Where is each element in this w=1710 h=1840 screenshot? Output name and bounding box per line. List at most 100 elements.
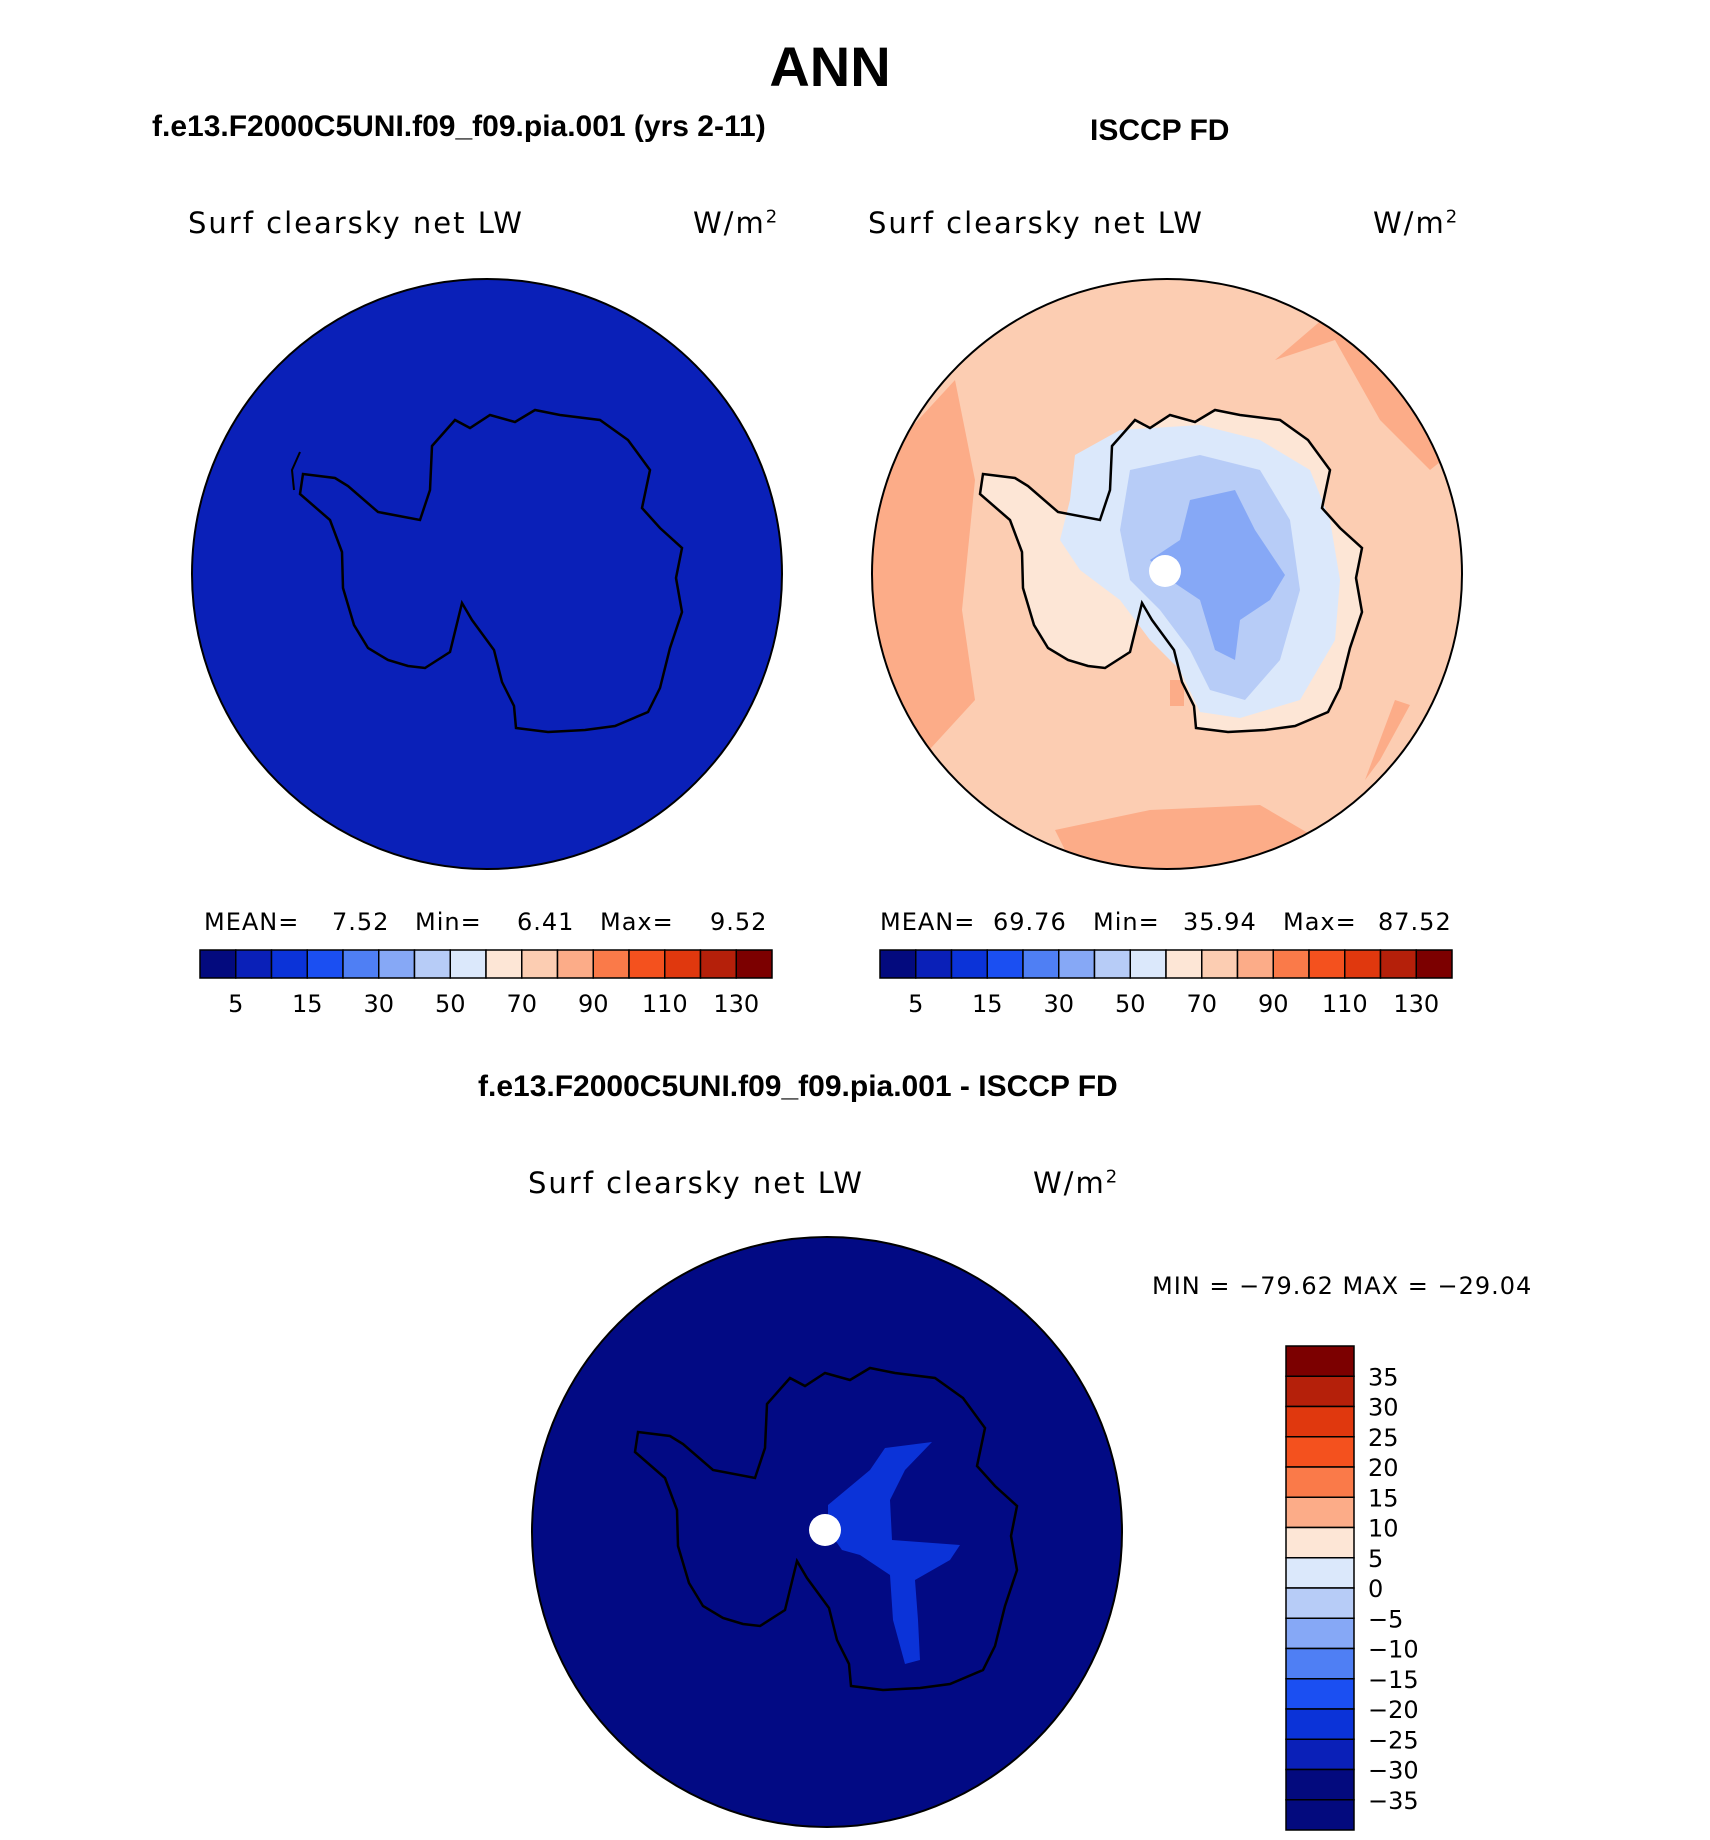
panel-3-colorbar-swatch xyxy=(1285,1678,1355,1710)
panel-1-colorbar-swatch xyxy=(235,949,273,979)
panel-1-colorbar-swatch xyxy=(342,949,380,979)
panel-3-colorbar-tick-label: −20 xyxy=(1368,1696,1419,1724)
panel-2-colorbar-tick-label: 15 xyxy=(972,990,1003,1018)
panel-1-colorbar-swatch xyxy=(270,949,308,979)
panel-2-colorbar: 5 15 30 50 70 90 110 130 xyxy=(879,949,1453,1018)
panel-3-colorbar-tick-label: −5 xyxy=(1368,1605,1403,1633)
panel-3-colorbar-tick-label: 30 xyxy=(1368,1394,1399,1422)
panel-2-colorbar-swatch xyxy=(1093,949,1131,979)
panel-1-ocean-fill xyxy=(192,279,782,869)
panel-3-colorbar-swatch xyxy=(1285,1405,1355,1438)
panel-1-colorbar-swatch xyxy=(413,949,451,979)
panel-3-units-label: W/m2 xyxy=(1033,1166,1120,1200)
panel-3-colorbar-swatch xyxy=(1285,1587,1355,1619)
panel-2-small-patch xyxy=(1170,680,1184,706)
panel-1-units-label: W/m2 xyxy=(693,206,780,240)
panel-2-colorbar-swatch xyxy=(1379,949,1417,979)
panel-1-colorbar-swatch xyxy=(735,949,773,979)
panel-1-colorbar: 5 15 30 50 70 90 110 130 xyxy=(199,949,773,1018)
panel-1-colorbar-tick-label: 15 xyxy=(292,990,323,1018)
panel-2-colorbar-swatch xyxy=(879,949,917,979)
panel-2-mean-value: 69.76 xyxy=(993,908,1067,936)
panel-1-colorbar-swatch xyxy=(592,949,630,979)
panel-3-colorbar-swatch xyxy=(1285,1345,1355,1377)
panel-2-colorbar-swatch xyxy=(950,949,988,979)
panel-1-colorbar-swatch xyxy=(628,949,666,979)
panel-1-colorbar-swatch xyxy=(306,949,344,979)
panel-3-colorbar-tick-label: 15 xyxy=(1368,1484,1399,1512)
panel-3-colorbar-tick-label: −30 xyxy=(1368,1757,1419,1785)
panel-2-colorbar-tick-label: 50 xyxy=(1115,990,1146,1018)
panel-1-peninsula-islands xyxy=(290,451,301,491)
panel-2-min-value: 35.94 xyxy=(1183,908,1257,936)
panel-2-colorbar-swatch xyxy=(1344,949,1382,979)
panel-2-colorbar-swatch xyxy=(1165,949,1203,979)
panel-1-mean-value: 7.52 xyxy=(332,908,390,936)
panel-3-colorbar-swatch xyxy=(1285,1738,1355,1771)
panel-3-colorbar-swatch xyxy=(1285,1375,1355,1408)
panel-2-colorbar-swatch xyxy=(1272,949,1310,979)
panel-3-colorbar-tick-label: 35 xyxy=(1368,1363,1399,1391)
panel-1-map-border xyxy=(191,278,783,870)
panel-3-map-border xyxy=(531,1236,1123,1828)
panel-1-colorbar-tick-label: 5 xyxy=(228,990,243,1018)
panel-3-case-title: f.e13.F2000C5UNI.f09_f09.pia.001 - ISCCP… xyxy=(478,1070,1118,1103)
panel-2-mean-label: MEAN= xyxy=(880,908,976,936)
figure-title: ANN xyxy=(769,35,891,98)
panel-3-colorbar-tick-label: 25 xyxy=(1368,1424,1399,1452)
panel-2-min-label: Min= xyxy=(1093,908,1160,936)
panel-1-colorbar-swatch xyxy=(199,949,237,979)
panel-1-map xyxy=(191,278,783,870)
panel-3-colorbar-swatch xyxy=(1285,1496,1355,1529)
panel-1-max-label: Max= xyxy=(600,908,674,936)
panel-2-colorbar-tick-label: 5 xyxy=(908,990,923,1018)
panel-1-case-title: f.e13.F2000C5UNI.f09_f09.pia.001 (yrs 2-… xyxy=(152,110,766,143)
panel-2-max-label: Max= xyxy=(1283,908,1357,936)
panel-3-interior-difference-region xyxy=(828,1442,960,1664)
panel-2-units-label: W/m2 xyxy=(1373,206,1460,240)
panel-2-map-border xyxy=(871,278,1463,870)
panel-2-colorbar-swatch xyxy=(915,949,953,979)
panel-2-colorbar-swatch xyxy=(1022,949,1060,979)
panel-2-colorbar-tick-label: 110 xyxy=(1322,990,1368,1018)
panel-2-southern-ocean-band xyxy=(1055,805,1320,869)
panel-3-colorbar-swatch xyxy=(1285,1617,1355,1650)
panel-1-colorbar-tick-label: 30 xyxy=(363,990,394,1018)
panel-1-colorbar-tick-label: 50 xyxy=(435,990,466,1018)
panel-1-mean-label: MEAN= xyxy=(204,908,300,936)
panel-3-colorbar-swatch xyxy=(1285,1708,1355,1740)
panel-2-colorbar-swatch xyxy=(1201,949,1239,979)
panel-2-colorbar-swatch xyxy=(1058,949,1096,979)
panel-3-colorbar-swatch xyxy=(1285,1466,1355,1498)
panel-3-colorbar-tick-label: −10 xyxy=(1368,1636,1419,1664)
panel-3-colorbar-swatch xyxy=(1285,1436,1355,1468)
panel-1-colorbar-swatch xyxy=(699,949,737,979)
panel-2-max-value: 87.52 xyxy=(1378,908,1452,936)
panel-1-max-value: 9.52 xyxy=(710,908,768,936)
panel-3-colorbar-swatch xyxy=(1285,1768,1355,1801)
panel-1-colorbar-swatch xyxy=(521,949,559,979)
panel-2-map xyxy=(871,278,1463,870)
panel-2-variable-label: Surf clearsky net LW xyxy=(868,206,1204,240)
panel-1-colorbar-tick-label: 130 xyxy=(713,990,759,1018)
panel-3-colorbar-tick-label: 10 xyxy=(1368,1515,1399,1543)
panel-3-pole-hole xyxy=(809,1514,841,1546)
panel-2-case-title: ISCCP FD xyxy=(1090,114,1230,147)
panel-2-colorbar-swatch xyxy=(1129,949,1167,979)
panel-1-variable-label: Surf clearsky net LW xyxy=(188,206,524,240)
panel-3-range-text: MIN = −79.62 MAX = −29.04 xyxy=(1152,1272,1533,1300)
panel-1-colorbar-swatch xyxy=(664,949,702,979)
panel-1-colorbar-tick-label: 70 xyxy=(506,990,537,1018)
panel-1-colorbar-swatch xyxy=(556,949,594,979)
panel-2-colorbar-swatch xyxy=(986,949,1024,979)
panel-2-colorbar-swatch xyxy=(1236,949,1274,979)
panel-3-colorbar-swatch xyxy=(1285,1799,1355,1831)
panel-3-colorbar-tick-label: −25 xyxy=(1368,1726,1419,1754)
panel-3-colorbar-tick-label: 20 xyxy=(1368,1454,1399,1482)
panel-3-colorbar-tick-label: 5 xyxy=(1368,1545,1383,1573)
panel-2-colorbar-tick-label: 130 xyxy=(1393,990,1439,1018)
panel-3-colorbar-tick-label: −35 xyxy=(1368,1787,1419,1815)
panel-3-colorbar-swatch xyxy=(1285,1557,1355,1589)
